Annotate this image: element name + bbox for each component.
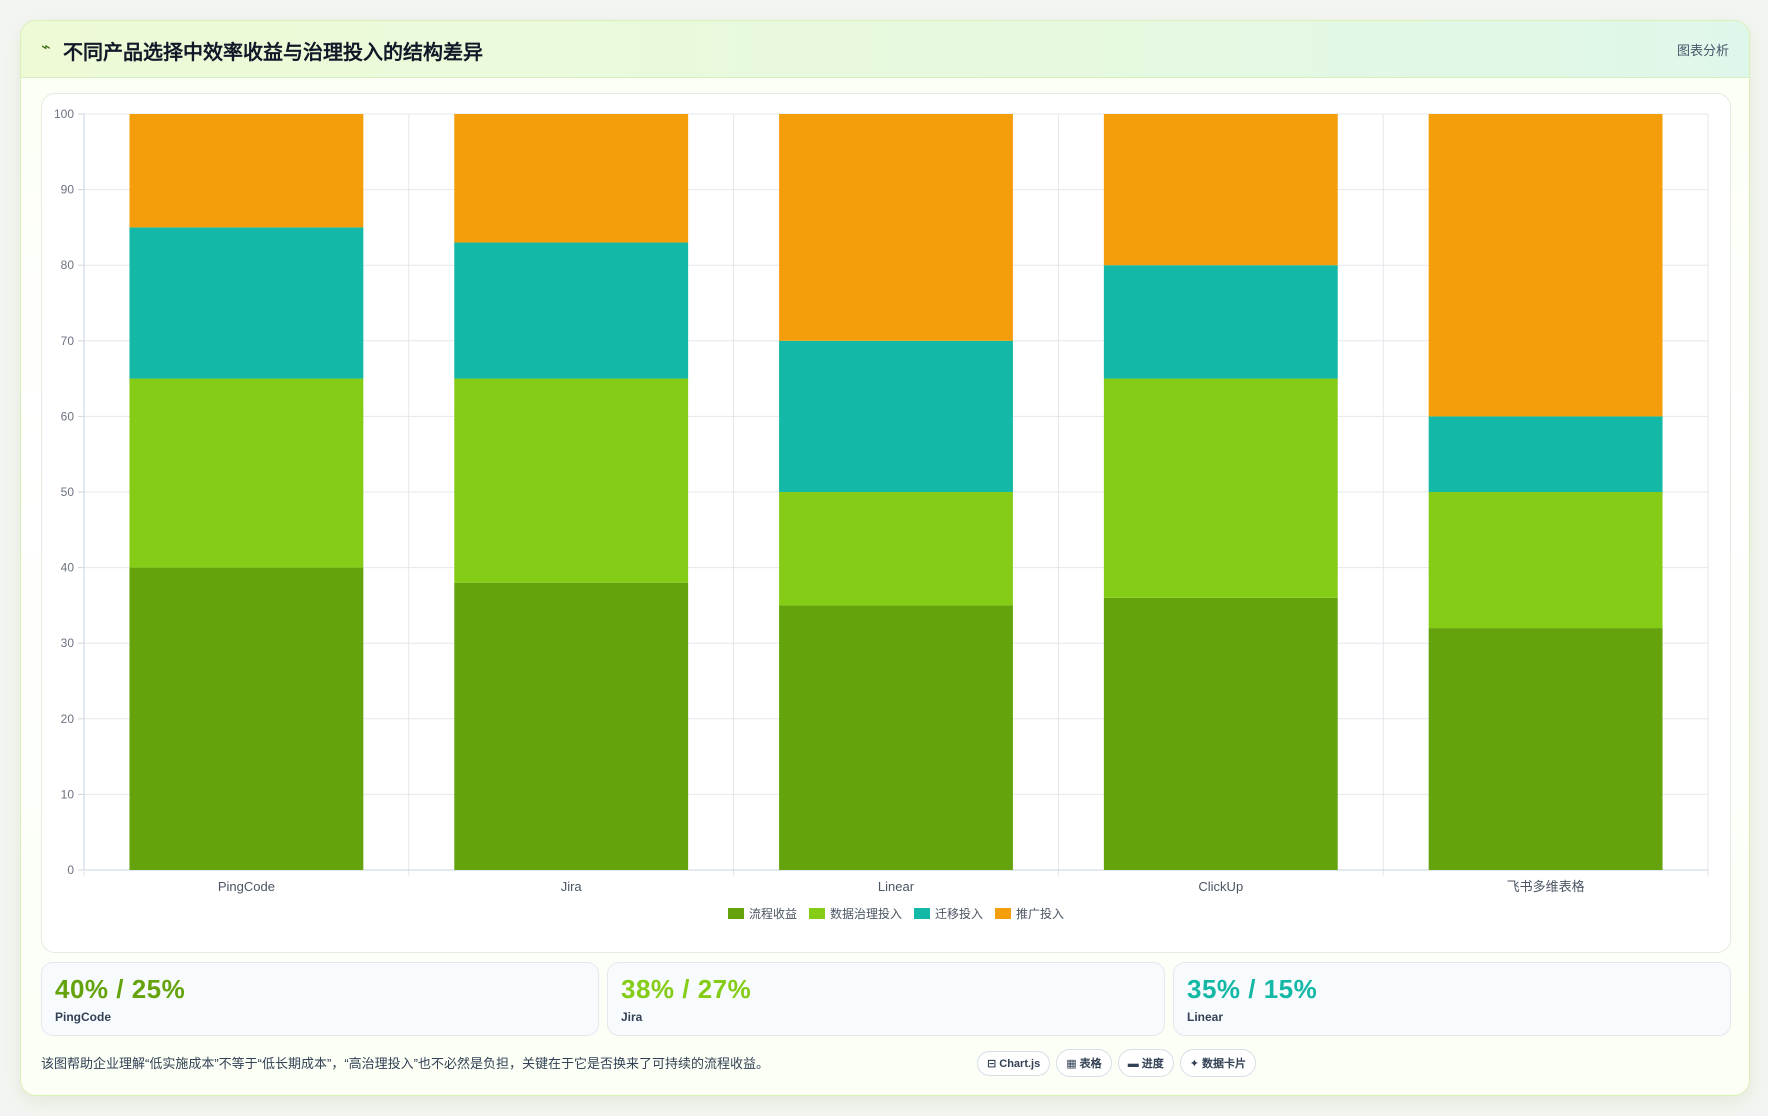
chart-analysis-tag: 图表分析 — [1676, 43, 1729, 58]
y-tick-label: 70 — [61, 334, 75, 348]
legend-label: 流程收益 — [749, 906, 797, 921]
bar-segment — [1428, 416, 1663, 492]
y-tick-label: 60 — [61, 409, 75, 423]
x-tick-label: Linear — [878, 879, 915, 894]
bar-segment — [454, 378, 689, 583]
legend-swatch — [914, 908, 930, 919]
bar-segment — [129, 227, 364, 379]
chartjs-pill[interactable]: ⊟ Chart.js — [977, 1051, 1051, 1076]
bar-segment — [1103, 597, 1338, 870]
bar-segment — [779, 340, 1013, 492]
stat-card-jira: 38% / 27% Jira — [607, 962, 1165, 1036]
stat-label: Jira — [621, 1010, 643, 1024]
bar-segment — [129, 114, 364, 228]
stat-value: 35% / 15% — [1187, 974, 1318, 1004]
y-tick-label: 40 — [61, 561, 75, 575]
stacked-bar-chart: 0 10 20 30 40 50 60 70 80 90 100 PingCode Jira Linear… — [54, 107, 1709, 921]
stat-card-linear: 35% / 15% Linear — [1173, 962, 1731, 1036]
card-header: ⌁ 不同产品选择中效率收益与治理投入的结构差异 图表分析 — [21, 21, 1749, 78]
chart-container: 0 10 20 30 40 50 60 70 80 90 100 PingCode Jira Linear… — [41, 93, 1731, 953]
bar-segment — [1103, 265, 1338, 379]
y-tick-label: 80 — [61, 258, 75, 272]
y-tick-label: 100 — [54, 107, 74, 121]
bar-segment — [454, 582, 689, 870]
stat-value: 38% / 27% — [621, 974, 752, 1004]
bar-segment — [1428, 628, 1663, 870]
bar-segment — [779, 492, 1013, 606]
stat-label: PingCode — [55, 1010, 111, 1024]
bar-segment — [779, 605, 1013, 870]
stat-cards: 40% / 25% PingCode 38% / 27% Jira 35% / … — [41, 962, 1731, 1036]
footer-note: 该图帮助企业理解“低实施成本”不等于“低长期成本”，“高治理投入”也不必然是负担… — [41, 1056, 769, 1071]
x-tick-label: ClickUp — [1198, 879, 1243, 894]
bar-segment — [129, 378, 364, 568]
pulse-icon: ⌁ — [41, 39, 51, 56]
bar-segment — [1428, 114, 1663, 417]
x-tick-label: PingCode — [218, 879, 275, 894]
legend-label: 迁移投入 — [935, 906, 983, 921]
y-tick-label: 10 — [61, 787, 75, 801]
legend-swatch — [995, 908, 1011, 919]
bar-segment — [1428, 492, 1663, 629]
tech-pills: ⊟ Chart.js ▦ 表格 ▬ 进度 ✦ 数据卡片 — [977, 1049, 1262, 1077]
stat-label: Linear — [1187, 1010, 1224, 1024]
x-tick-label: Jira — [561, 879, 583, 894]
bar-segment — [129, 567, 364, 870]
x-tick-label: 飞书多维表格 — [1507, 879, 1585, 894]
legend-swatch — [728, 908, 744, 919]
legend-swatch — [809, 908, 825, 919]
progress-pill[interactable]: ▬ 进度 — [1117, 1049, 1174, 1077]
y-tick-label: 0 — [67, 863, 74, 877]
y-tick-label: 20 — [61, 712, 75, 726]
stat-card-pingcode: 40% / 25% PingCode — [41, 962, 599, 1036]
y-tick-label: 50 — [61, 485, 75, 499]
bar-segment — [1103, 114, 1338, 266]
bar-segment — [1103, 378, 1338, 598]
y-tick-label: 90 — [61, 183, 75, 197]
chart-card: ⌁ 不同产品选择中效率收益与治理投入的结构差异 图表分析 0 10 20 30 40 50… — [20, 20, 1750, 1096]
legend-label: 数据治理投入 — [830, 906, 902, 921]
bar-segment — [779, 114, 1013, 341]
page-title: 不同产品选择中效率收益与治理投入的结构差异 — [63, 42, 483, 64]
legend-label: 推广投入 — [1016, 906, 1064, 921]
stat-value: 40% / 25% — [55, 974, 186, 1004]
bar-segment — [454, 114, 689, 243]
y-tick-label: 30 — [61, 636, 75, 650]
data-card-pill[interactable]: ✦ 数据卡片 — [1179, 1049, 1257, 1077]
bar-segment — [454, 242, 689, 379]
table-pill[interactable]: ▦ 表格 — [1056, 1049, 1112, 1077]
